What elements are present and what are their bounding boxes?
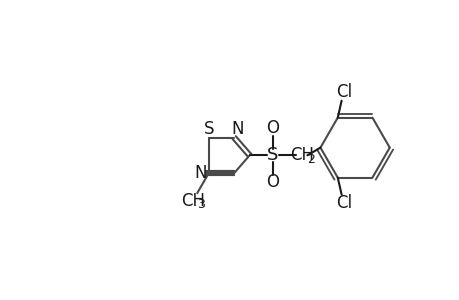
Text: CH: CH: [180, 192, 204, 210]
Text: O: O: [266, 173, 279, 191]
Text: N: N: [230, 120, 243, 138]
Text: CH: CH: [289, 146, 313, 164]
Text: 2: 2: [307, 153, 314, 166]
Text: N: N: [194, 164, 206, 182]
Text: Cl: Cl: [335, 194, 351, 212]
Text: O: O: [266, 119, 279, 137]
Text: S: S: [203, 120, 213, 138]
Text: Cl: Cl: [335, 83, 351, 101]
Text: S: S: [266, 146, 278, 164]
Text: 3: 3: [197, 198, 205, 211]
